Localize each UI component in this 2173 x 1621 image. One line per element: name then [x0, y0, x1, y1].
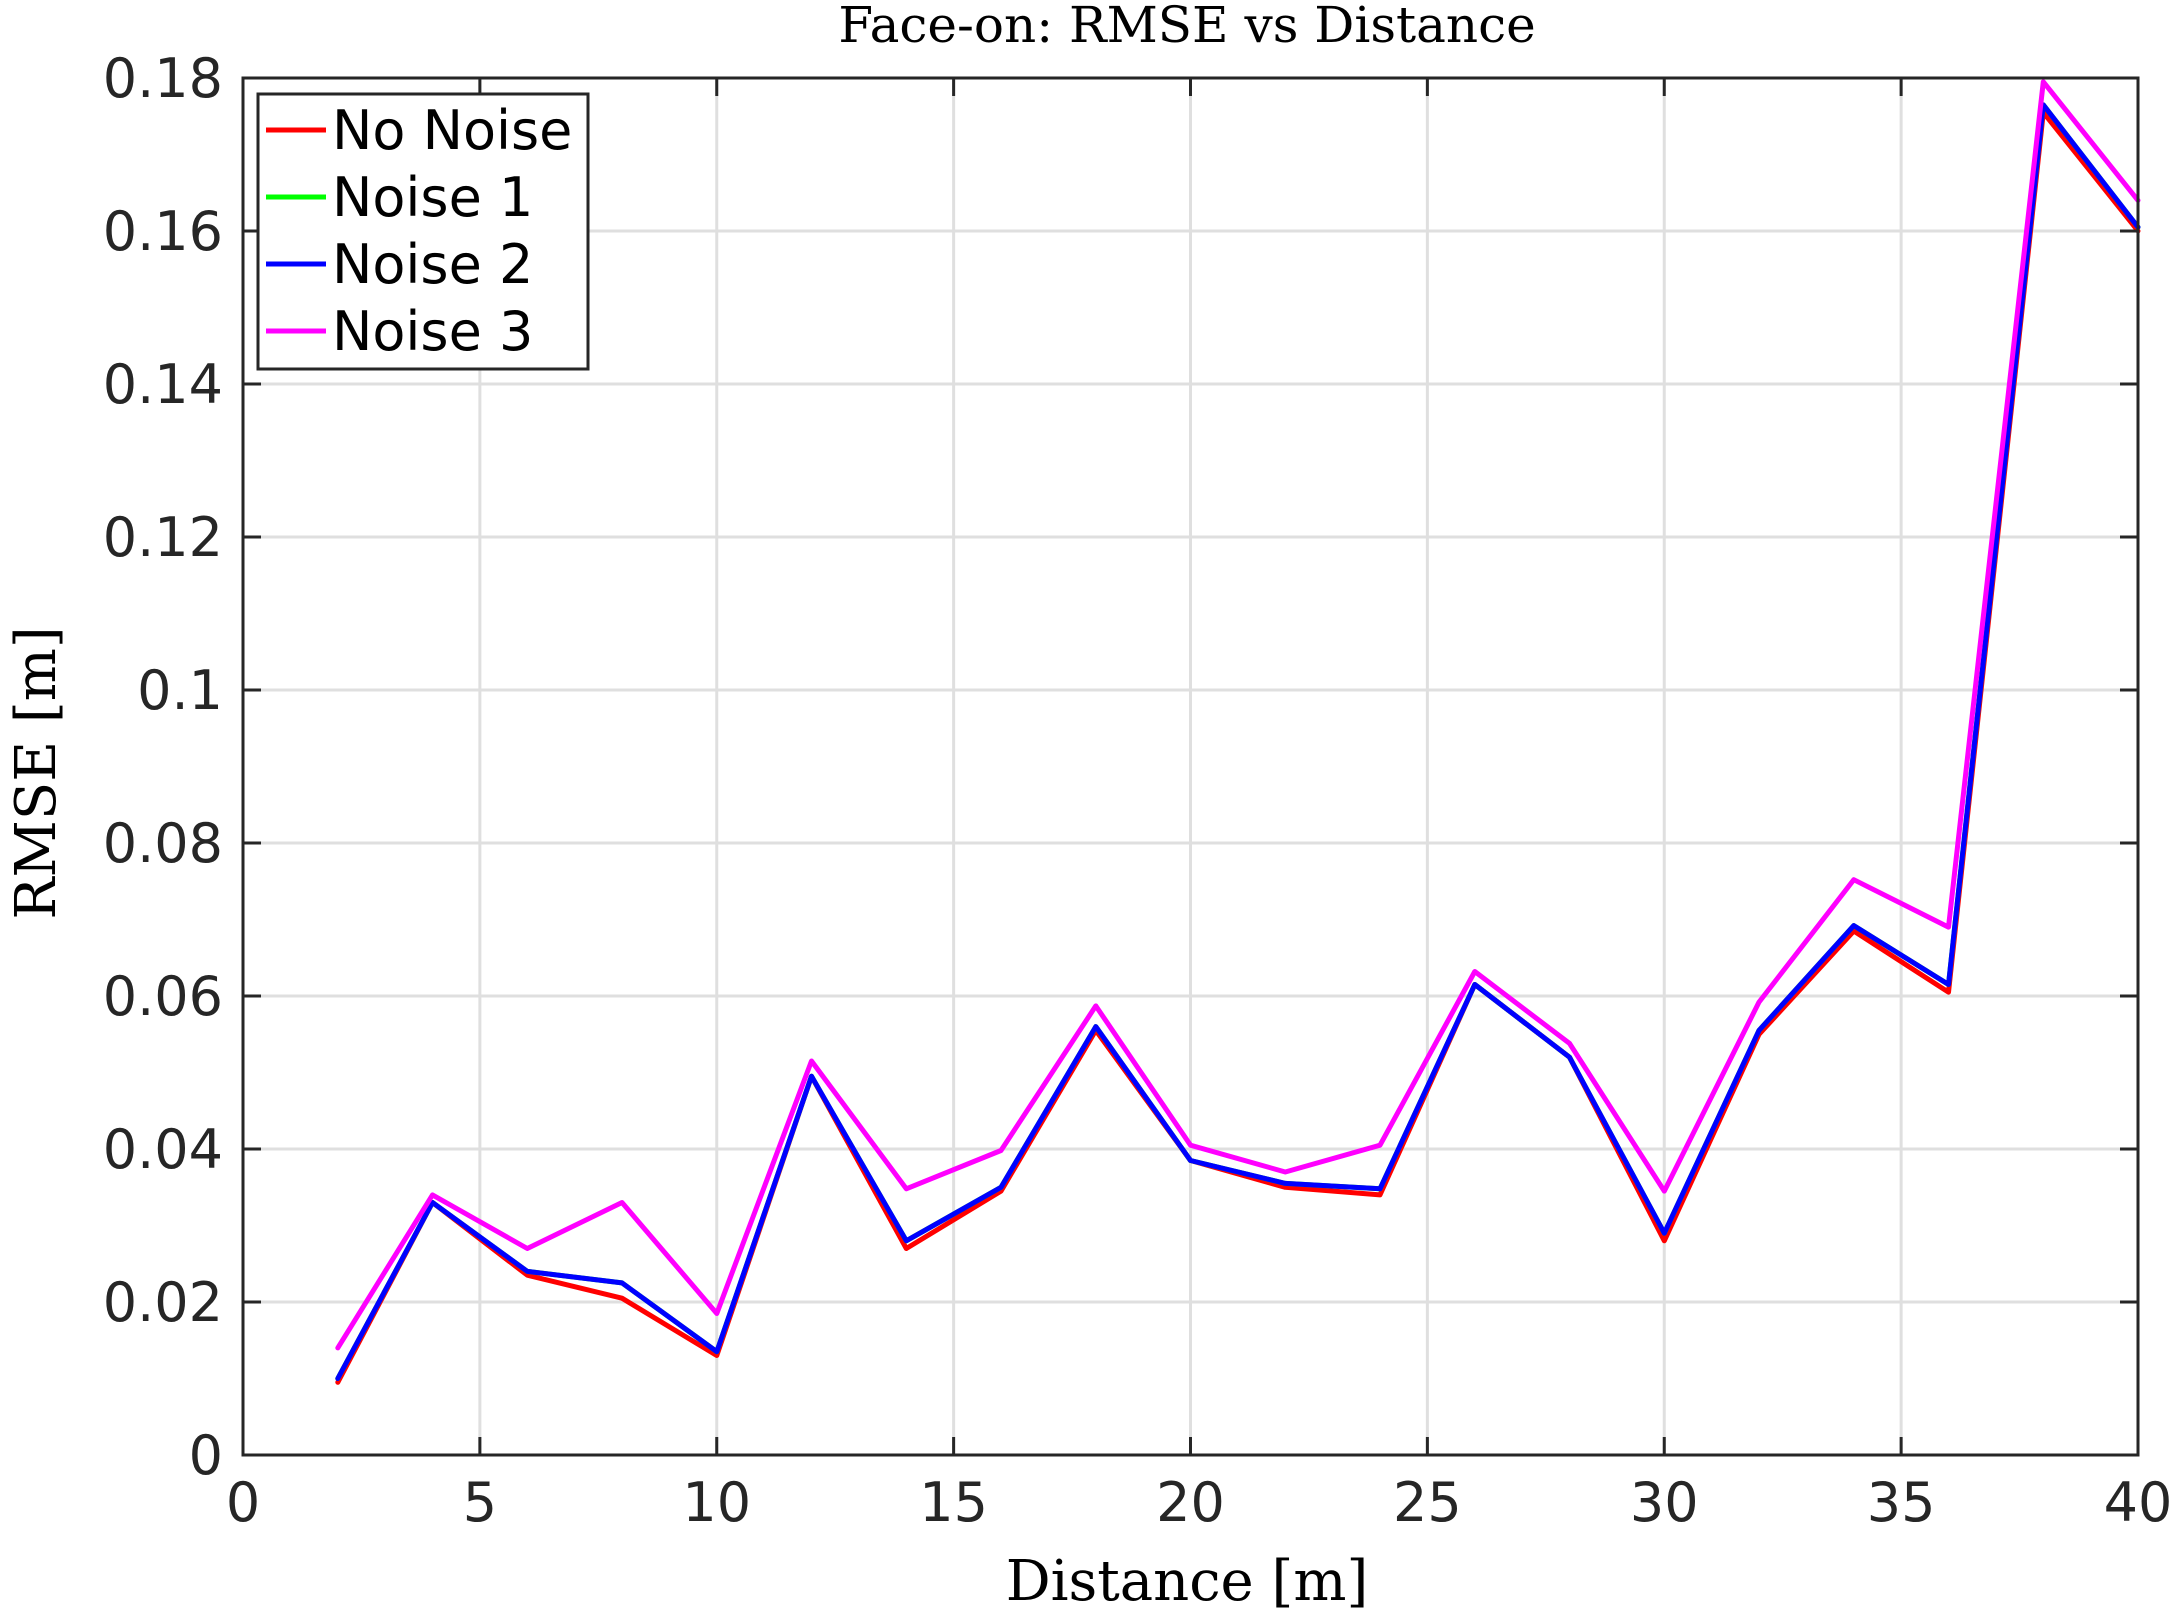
axes [241, 76, 2140, 1457]
plot-lines [335, 79, 2141, 1385]
y-tick-label: 0.06 [103, 965, 223, 1028]
legend-label: Noise 3 [332, 300, 533, 363]
y-tick-label: 0.08 [103, 812, 223, 875]
legend-label: Noise 2 [332, 233, 533, 296]
y-tick-label: 0.14 [103, 353, 223, 416]
x-tick-label: 35 [1867, 1471, 1936, 1534]
x-tick-label: 0 [226, 1471, 260, 1534]
x-axis-title: Distance [m] [1006, 1549, 1369, 1614]
tick-labels: 0 5 10 15 20 25 30 35 40 0 0.02 0.04 0.06 0.08 0.1 0.12… [103, 47, 2173, 1534]
x-tick-label: 30 [1630, 1471, 1699, 1534]
y-tick-label: 0.16 [103, 200, 223, 263]
legend-box [256, 92, 590, 371]
y-axis-title: RMSE [m] [4, 626, 69, 919]
x-tick-label: 20 [1156, 1471, 1225, 1534]
plot-area-border [241, 76, 2140, 1457]
x-tick-label: 10 [682, 1471, 751, 1534]
y-tick-label: 0.18 [103, 47, 223, 110]
y-tick-label: 0 [189, 1424, 223, 1487]
y-tick-label: 0.12 [103, 506, 223, 569]
series-line-noise-3 [335, 79, 2141, 1351]
x-tick-label: 15 [919, 1471, 988, 1534]
series-line-noise-2 [335, 102, 2141, 1381]
x-tick-label: 40 [2104, 1471, 2173, 1534]
y-tick-label: 0.02 [103, 1271, 223, 1334]
y-tick-label: 0.04 [103, 1118, 223, 1181]
x-tick-label: 5 [463, 1471, 497, 1534]
x-tick-label: 25 [1393, 1471, 1462, 1534]
chart-title: Face-on: RMSE vs Distance [838, 0, 1535, 54]
legend-label: Noise 1 [332, 166, 533, 229]
legend-label: No Noise [332, 99, 572, 162]
y-tick-label: 0.1 [137, 659, 223, 722]
